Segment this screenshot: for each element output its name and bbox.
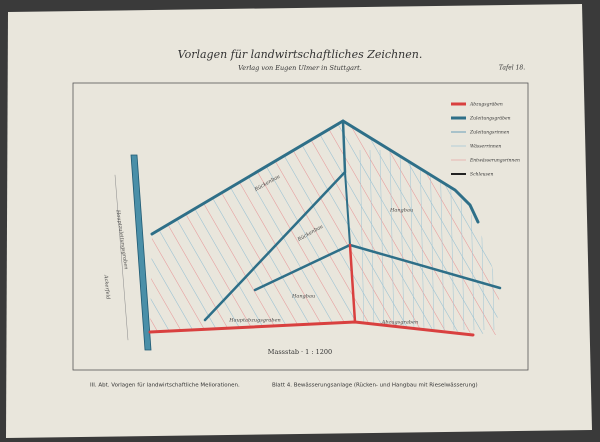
map-label: Abzugsgraben — [381, 320, 418, 326]
hatch-line — [150, 122, 211, 335]
hatch-line — [419, 149, 425, 331]
legend-label: Schleusen — [470, 172, 493, 178]
title: Vorlagen für landwirtschaftliches Zeichn… — [178, 48, 423, 61]
legend-label: Zuleitungsgräben — [469, 116, 511, 122]
hatch-line — [150, 122, 187, 335]
legend-label: Entwässerungsrinnen — [469, 158, 520, 164]
legend-label: Zuleitungsrinnen — [469, 130, 509, 136]
subtitle: Verlag von Eugen Ulmer in Stuttgart. — [238, 64, 362, 72]
hatch-line — [150, 122, 223, 335]
scale: Massstab · 1 : 1200 — [268, 348, 332, 356]
hatch-line — [150, 122, 259, 335]
legend-label: Abzugsgräben — [469, 102, 503, 108]
map-label: Hauptabzugsgraben — [228, 318, 281, 324]
hatch-line — [0, 100, 6, 360]
hatch-line — [409, 149, 415, 331]
legend-label: Wässerrinnen — [470, 144, 501, 150]
hatch-line — [311, 122, 463, 335]
hatch-line — [150, 122, 199, 335]
footer-left: III. Abt. Vorlagen für landwirtschaftlic… — [90, 383, 240, 389]
frame — [72, 82, 529, 371]
hatch-line — [335, 122, 487, 335]
hatch-line — [389, 149, 395, 331]
legend: Abzugsgräben Zuleitungsgräben Zuleitungsri… — [451, 102, 520, 178]
hatch-line — [369, 149, 375, 331]
hatch-line — [287, 122, 439, 335]
hatch-line — [379, 149, 385, 331]
map-label: Hangbau — [389, 208, 413, 214]
hatch-line — [429, 149, 435, 331]
footer-right: Blatt 4. Bewässerungsanlage (Rücken- und… — [272, 383, 478, 389]
map-label: Hangbau — [291, 294, 315, 300]
hatch-line — [299, 122, 451, 335]
hatch-line — [359, 149, 365, 331]
channels — [114, 119, 502, 351]
map-label: Ackerfeld — [102, 274, 110, 300]
hatch-line — [150, 122, 271, 335]
plate-number: Tafel 18. — [499, 65, 525, 72]
hatch-line — [399, 149, 405, 331]
hatch-line — [323, 122, 475, 335]
hatch-line — [347, 122, 499, 335]
hatch-line — [150, 122, 247, 335]
